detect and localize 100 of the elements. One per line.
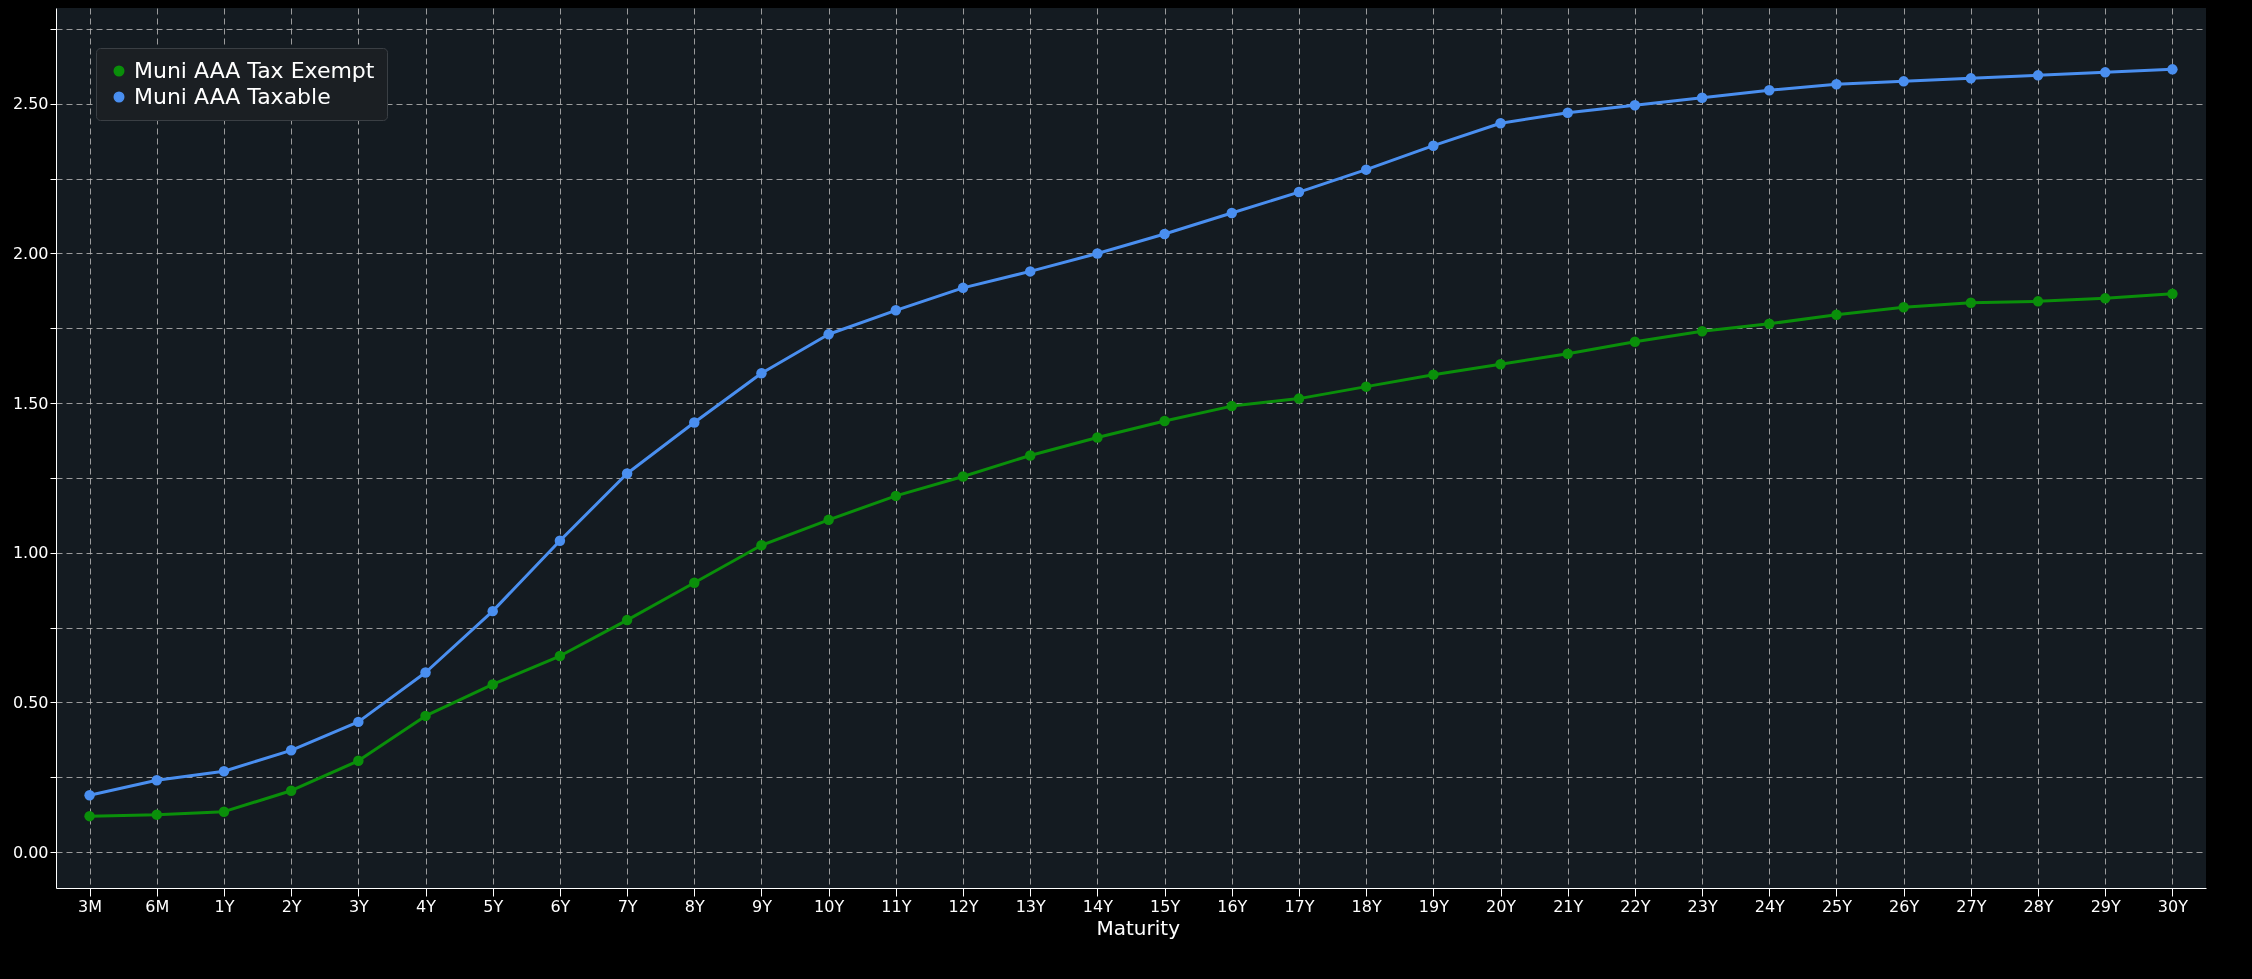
y-tick-label: 0.00 (12, 842, 49, 862)
x-tick-label: 3Y (348, 896, 370, 916)
point (756, 367, 767, 379)
x-tick-label: 5Y (483, 896, 504, 916)
point (2099, 293, 2111, 304)
x-tick-label: 10Y (814, 896, 845, 916)
x-tick-label: 11Y (881, 896, 912, 916)
x-tick-label: 3M (78, 896, 103, 916)
point (1562, 107, 1573, 118)
x-tick-label: 4Y (416, 896, 437, 916)
point (487, 679, 498, 690)
y-tick-label: 0.50 (12, 692, 49, 712)
x-tick-label: 1Y (214, 896, 235, 916)
x-tick-label: 26Y (1889, 896, 1920, 916)
point (2099, 67, 2111, 78)
point (1696, 326, 1708, 337)
point (1024, 450, 1036, 461)
point (1495, 118, 1506, 129)
x-tick-label: 25Y (1821, 896, 1853, 916)
point (487, 605, 498, 617)
point (1965, 297, 1977, 309)
point (957, 471, 969, 482)
point (1226, 400, 1238, 412)
x-tick-label: 19Y (1418, 896, 1450, 916)
point (2167, 64, 2178, 75)
x-tick-label: 27Y (1956, 896, 1987, 916)
y-tick-label: 1.00 (12, 543, 49, 563)
point (1159, 415, 1170, 427)
x-tick-label: 6Y (550, 896, 571, 916)
point (1360, 164, 1372, 175)
legend-label: Muni AAA Taxable (134, 84, 331, 109)
x-tick-label: 30Y (2157, 896, 2189, 916)
point (823, 514, 834, 526)
point (1495, 358, 1506, 370)
y-tick-label: 2.50 (12, 94, 49, 114)
point (1226, 207, 1238, 219)
point (353, 755, 364, 767)
x-axis-title: Maturity (1096, 915, 1181, 940)
point (151, 809, 163, 820)
point (1092, 248, 1103, 259)
point (689, 577, 700, 588)
point (1024, 266, 1036, 277)
x-tick-label: 13Y (1015, 896, 1047, 916)
x-tick-label: 18Y (1351, 896, 1382, 916)
point (218, 806, 230, 817)
point (1696, 92, 1708, 104)
x-tick-label: 14Y (1082, 896, 1114, 916)
point (1898, 302, 1909, 313)
y-tick-label: 2.00 (12, 243, 49, 263)
point (353, 716, 364, 728)
point (890, 490, 902, 502)
point (554, 650, 566, 662)
x-tick-label: 23Y (1687, 896, 1718, 916)
point (285, 745, 297, 756)
point (151, 775, 163, 786)
x-tick-label: 6M (145, 896, 170, 916)
point (1159, 228, 1170, 240)
point (285, 785, 297, 796)
point (1831, 79, 1842, 90)
point (84, 810, 95, 822)
point (2032, 296, 2044, 307)
x-tick-label: 24Y (1754, 896, 1786, 916)
y-tick-label: 1.50 (12, 393, 49, 413)
x-tick-label: 16Y (1217, 896, 1248, 916)
point (689, 417, 700, 428)
point (84, 789, 95, 801)
point (218, 766, 230, 777)
x-tick-label: 7Y (617, 896, 638, 916)
legend-label: Muni AAA Tax Exempt (134, 58, 375, 83)
point (554, 535, 566, 547)
point (1360, 381, 1372, 392)
x-tick-label: 28Y (2023, 896, 2054, 916)
point (621, 468, 633, 479)
point (1428, 369, 1439, 380)
point (420, 710, 431, 722)
point (420, 667, 431, 678)
point (1629, 100, 1641, 111)
point (1764, 318, 1775, 330)
point (1764, 85, 1775, 96)
x-tick-label: 12Y (948, 896, 979, 916)
point (1965, 73, 1977, 84)
x-tick-label: 29Y (2090, 896, 2122, 916)
point (1293, 186, 1305, 198)
point (1898, 76, 1909, 87)
point (890, 305, 902, 316)
point (1629, 336, 1641, 347)
point (1293, 393, 1305, 404)
point (2167, 288, 2178, 300)
x-tick-label: 22Y (1620, 896, 1651, 916)
point (756, 540, 767, 551)
point (2032, 70, 2044, 81)
x-tick-label: 17Y (1284, 896, 1315, 916)
x-tick-label: 8Y (684, 896, 705, 916)
x-tick-label: 15Y (1150, 896, 1181, 916)
point (957, 282, 969, 294)
x-tick-label: 21Y (1553, 896, 1584, 916)
x-tick-label: 2Y (281, 896, 302, 916)
point (1428, 140, 1439, 151)
point (1831, 309, 1842, 321)
point (621, 614, 633, 626)
